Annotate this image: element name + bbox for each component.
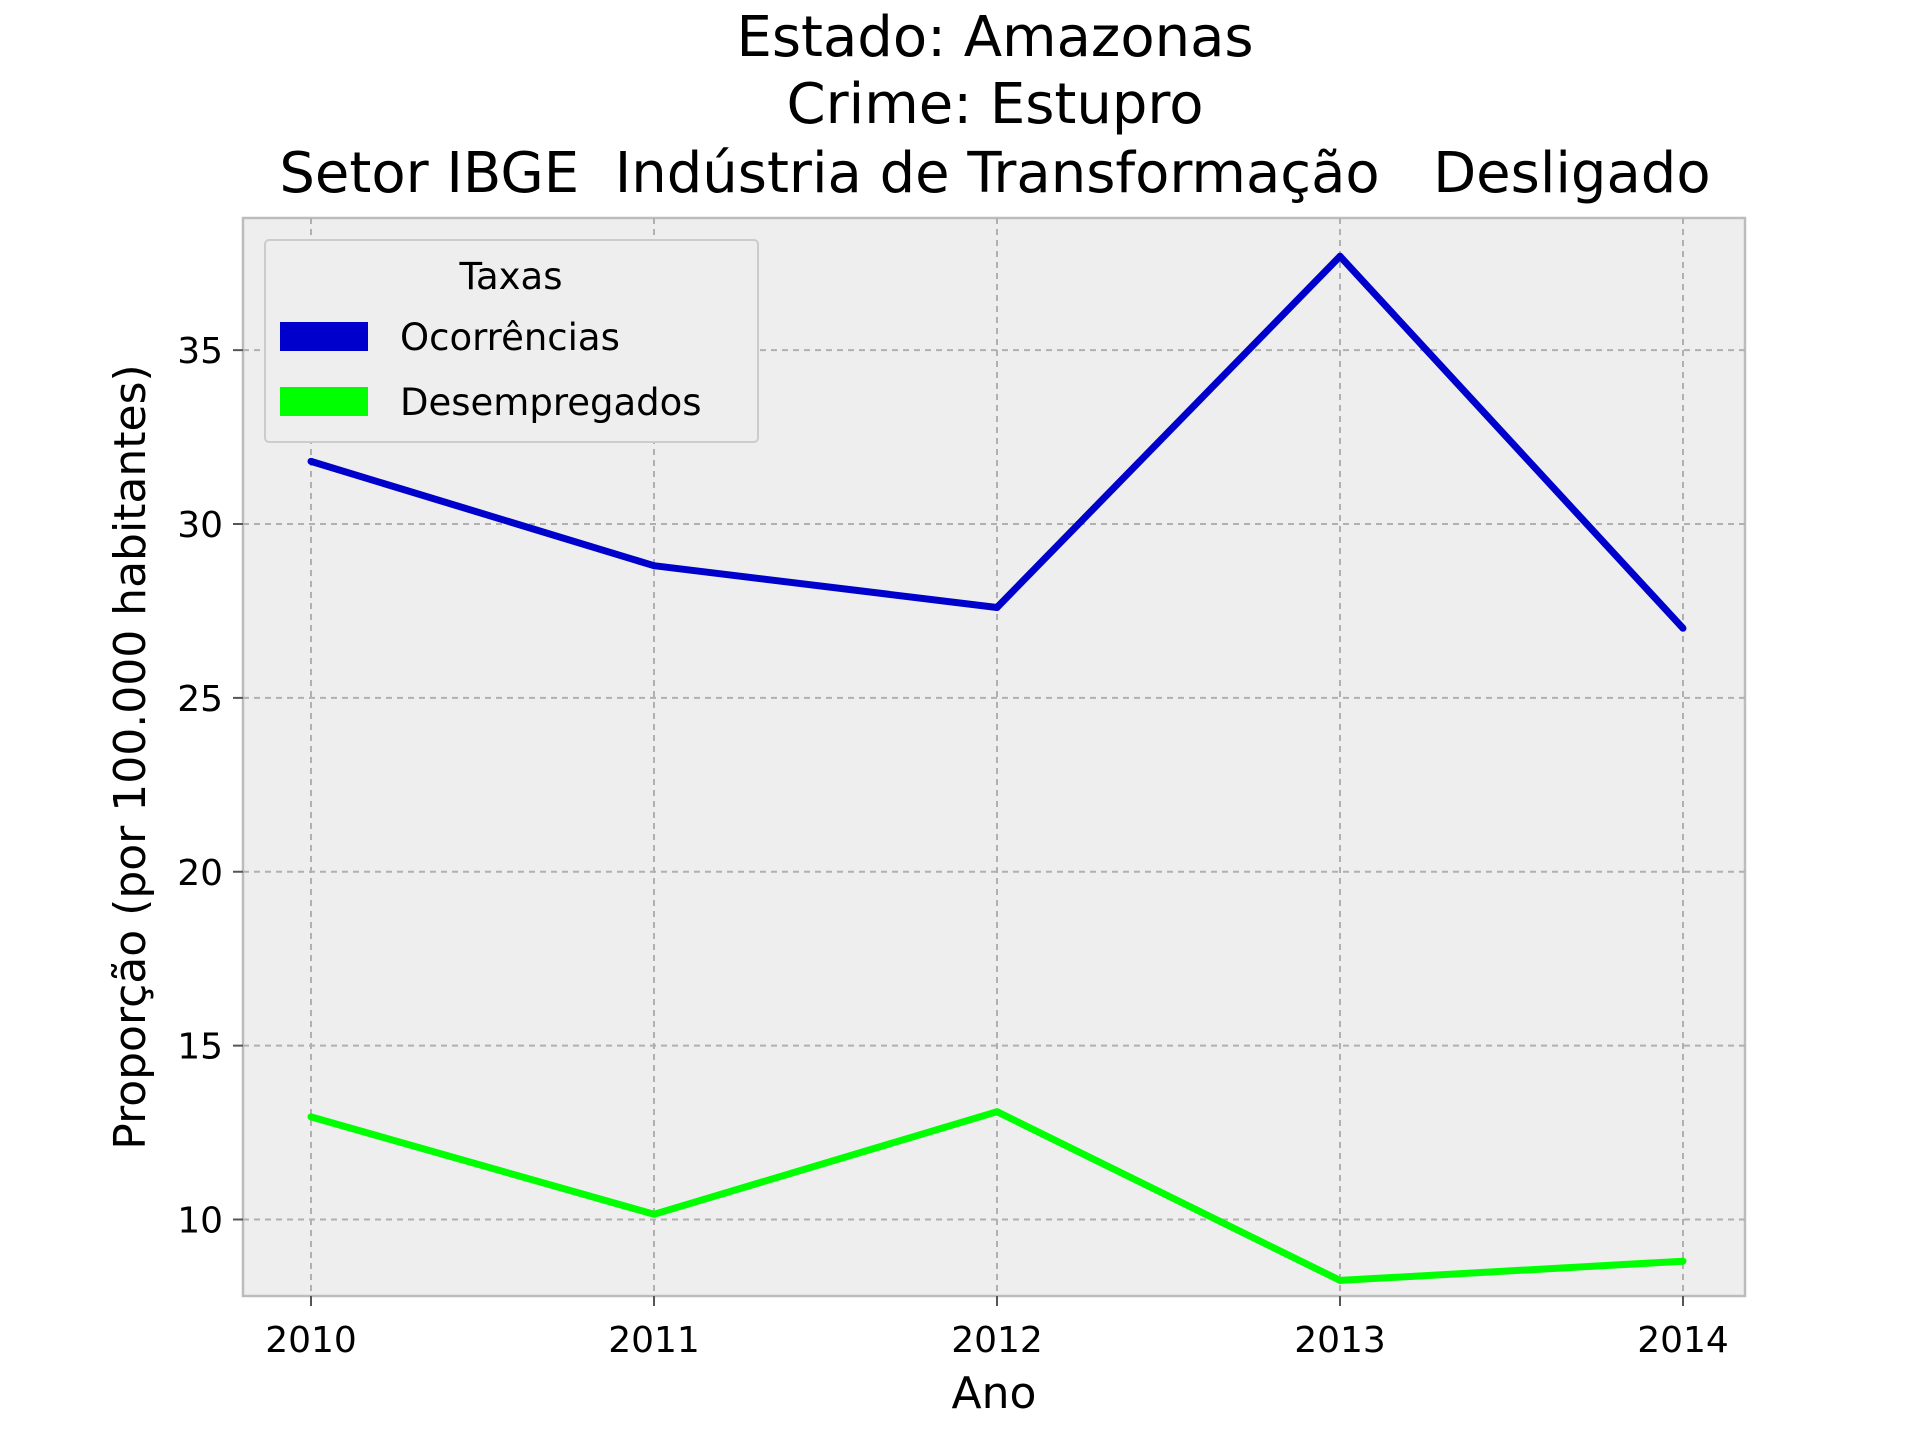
y-tick-label-25: 25 — [177, 679, 223, 720]
data-point-ocorrencias-2011 — [650, 562, 658, 570]
y-tick-label-20: 20 — [177, 853, 223, 894]
x-tick-label-2012: 2012 — [951, 1320, 1043, 1361]
legend-box — [264, 239, 759, 443]
data-point-desempregados-2012 — [993, 1108, 1001, 1116]
data-point-ocorrencias-2010 — [307, 457, 315, 465]
data-point-desempregados-2014 — [1679, 1257, 1687, 1265]
data-point-desempregados-2010 — [307, 1113, 315, 1121]
y-tick-label-10: 10 — [177, 1200, 223, 1241]
series-lines — [307, 252, 1687, 1284]
legend-swatch-desempregados — [280, 387, 368, 416]
data-point-desempregados-2013 — [1336, 1276, 1344, 1284]
axis-ticks: 2010 2011 2012 2013 2014 10 15 20 25 30 35 — [177, 331, 1729, 1361]
x-tick-label-2010: 2010 — [265, 1320, 357, 1361]
legend-label-ocorrencias: Ocorrências — [400, 316, 620, 359]
legend: Taxas Ocorrências Desempregados — [264, 239, 759, 443]
chart-title-line-2: Crime: Estupro — [787, 72, 1204, 137]
legend-label-desempregados: Desempregados — [400, 381, 702, 424]
data-point-ocorrencias-2012 — [993, 604, 1001, 611]
chart-title-line-3: Setor IBGE Indústria de Transformação De… — [279, 141, 1710, 206]
y-tick-label-30: 30 — [177, 505, 223, 546]
y-axis-label: Proporção (por 100.000 habitantes) — [105, 364, 156, 1149]
legend-swatch-ocorrencias — [280, 322, 368, 351]
y-tick-label-35: 35 — [177, 331, 223, 372]
x-tick-label-2014: 2014 — [1637, 1320, 1729, 1361]
data-point-ocorrencias-2014 — [1679, 624, 1687, 632]
x-tick-label-2011: 2011 — [608, 1320, 700, 1361]
y-tick-label-15: 15 — [177, 1027, 223, 1068]
data-point-desempregados-2011 — [650, 1210, 658, 1218]
x-axis-label: Ano — [952, 1368, 1037, 1419]
data-point-ocorrencias-2013 — [1336, 252, 1344, 260]
chart-title-line-1: Estado: Amazonas — [736, 5, 1253, 70]
legend-title: Taxas — [459, 255, 563, 298]
x-tick-label-2013: 2013 — [1294, 1320, 1386, 1361]
